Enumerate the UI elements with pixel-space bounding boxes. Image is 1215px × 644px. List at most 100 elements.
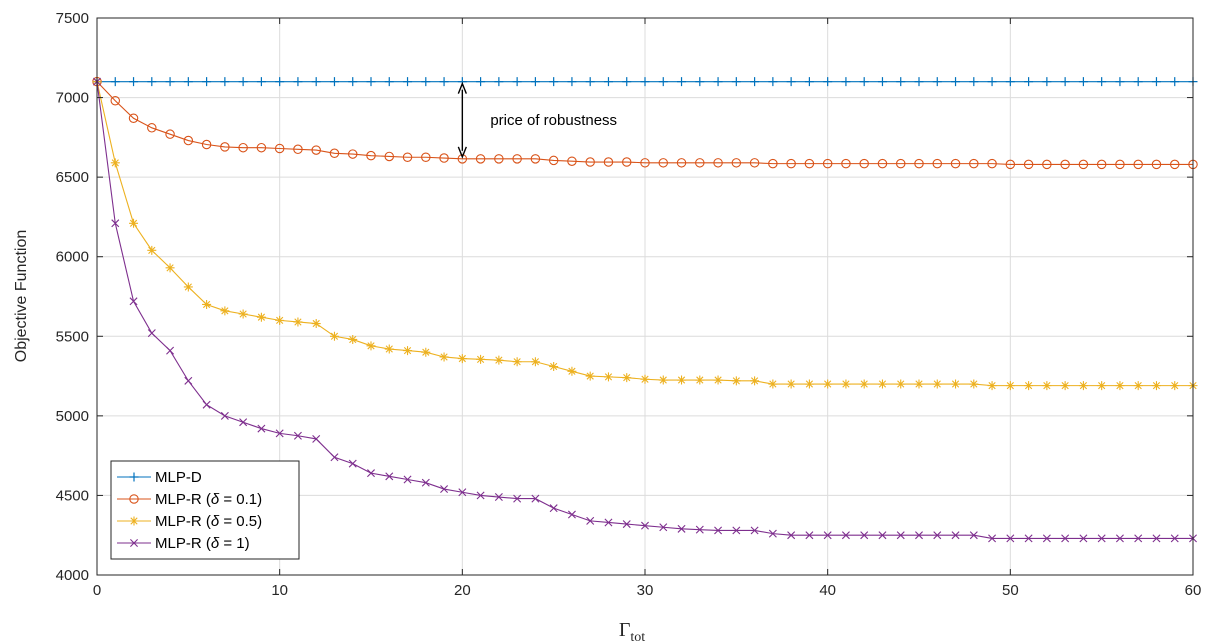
data-point [951, 379, 961, 389]
data-point [1005, 159, 1016, 170]
x-tick-label: 50 [1002, 582, 1019, 599]
data-point [585, 157, 595, 167]
legend-swatch-marker [130, 539, 138, 547]
data-point [220, 411, 229, 420]
data-point [440, 485, 449, 494]
data-point [1151, 159, 1162, 170]
data-point [439, 352, 449, 362]
data-point [403, 475, 412, 484]
data-point [165, 263, 175, 273]
data-point [713, 158, 723, 168]
data-point [1169, 159, 1180, 170]
data-point [658, 77, 668, 87]
data-point [622, 520, 631, 529]
data-point [439, 153, 449, 163]
data-point [1134, 534, 1143, 543]
data-point [969, 531, 978, 540]
x-axis-label-subscript: tot [630, 630, 645, 644]
data-point [786, 158, 796, 169]
data-point [293, 144, 303, 155]
data-point [293, 431, 302, 440]
axis-ticks: 0 10 20 30 40 50 60 4000 4500 5000 5500 6000 6500 700… [56, 10, 1202, 599]
data-point [859, 158, 869, 169]
data-point [256, 312, 266, 322]
data-point [640, 374, 650, 384]
data-point [457, 154, 468, 164]
annotation: price of robustness [457, 81, 617, 159]
data-point [786, 379, 796, 389]
data-point [275, 315, 285, 325]
data-point [329, 148, 340, 159]
data-point [1115, 77, 1125, 87]
data-point [804, 379, 814, 389]
data-point [841, 77, 851, 87]
data-point [165, 77, 175, 87]
x-tick-label: 0 [93, 582, 101, 599]
legend-label: MLP-R (δ = 0.5) [155, 513, 262, 530]
data-point [1152, 534, 1161, 543]
data-point [603, 77, 613, 87]
y-tick-label: 7500 [56, 10, 89, 27]
data-point [1006, 534, 1015, 543]
data-point [311, 319, 321, 329]
data-point [695, 158, 705, 168]
data-point [329, 77, 339, 87]
data-point [603, 157, 614, 167]
data-point [841, 379, 851, 389]
data-point [1097, 77, 1107, 87]
data-point [1097, 381, 1107, 391]
y-tick-label: 7000 [56, 90, 89, 107]
data-point [768, 379, 778, 389]
data-point [621, 157, 632, 167]
x-tick-label: 60 [1185, 582, 1202, 599]
legend-item-2: MLP-R (δ = 0.5) [117, 513, 262, 530]
data-point [385, 472, 394, 481]
series-0 [92, 77, 1198, 87]
data-point [878, 531, 887, 540]
x-axis-label: Γtot [619, 619, 645, 644]
data-point [859, 77, 869, 87]
data-point [914, 379, 924, 389]
data-point [987, 381, 997, 391]
data-point [659, 523, 668, 532]
data-point [183, 282, 193, 292]
data-point [201, 139, 212, 150]
data-point [1115, 534, 1124, 543]
data-point [969, 379, 979, 389]
data-point [1170, 77, 1180, 87]
data-point [1079, 534, 1088, 543]
data-point [713, 77, 723, 87]
data-point [1078, 77, 1088, 87]
data-point [1096, 159, 1107, 170]
data-point [1023, 159, 1034, 170]
data-point [1133, 381, 1143, 391]
data-point [366, 341, 376, 351]
y-tick-label: 5000 [56, 408, 89, 425]
data-point [1042, 381, 1052, 391]
data-point [348, 334, 358, 344]
data-point [731, 376, 741, 386]
data-point [859, 379, 869, 389]
data-point [841, 531, 850, 540]
data-point [475, 154, 486, 164]
series-line-1 [96, 81, 1193, 165]
data-point [677, 77, 687, 87]
data-point [1133, 159, 1143, 170]
data-point [951, 77, 961, 87]
data-point [622, 373, 632, 383]
data-point [165, 129, 175, 139]
data-point [530, 357, 540, 367]
data-point [147, 329, 156, 338]
data-point [128, 113, 139, 124]
data-point [548, 155, 559, 166]
legend-swatch-marker [129, 472, 139, 482]
data-point [677, 375, 687, 385]
data-point [695, 525, 704, 534]
grid [97, 18, 1193, 575]
data-point [804, 77, 814, 87]
y-tick-label: 5500 [56, 328, 89, 345]
data-point [567, 366, 577, 376]
data-point [238, 142, 248, 153]
data-point [567, 77, 577, 87]
